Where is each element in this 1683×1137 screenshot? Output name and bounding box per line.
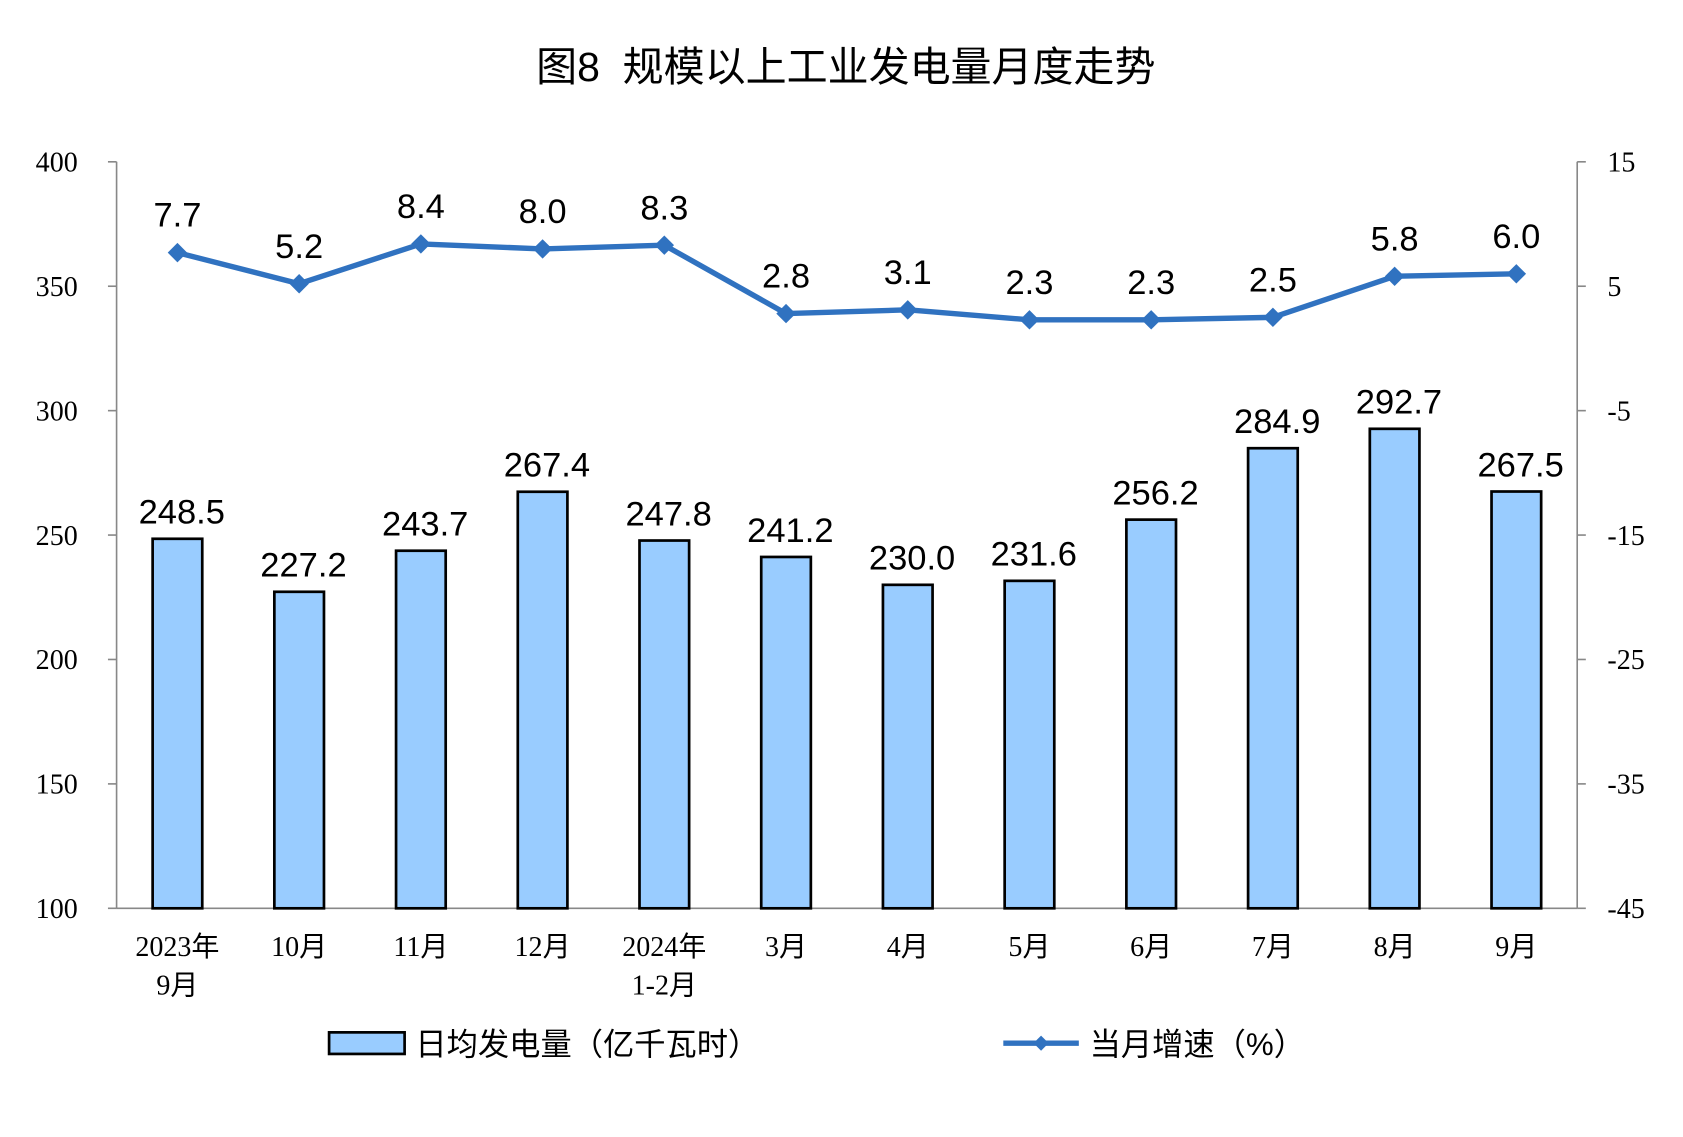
growth-marker [776,303,796,324]
growth-line [167,234,1527,330]
bar [273,590,326,910]
bar-value-label: 247.8 [625,495,711,533]
bar [1003,579,1056,910]
right-tick-label: -45 [1607,894,1644,925]
growth-value-label: 3.1 [884,254,932,292]
bar [638,539,691,910]
legend: 日均发电量（亿千瓦时） 当月增速（%） [327,1027,1305,1062]
bar-value-label: 231.6 [991,536,1077,574]
x-tick-label: 1-2月 [632,971,697,1002]
bar-value-label: 267.5 [1477,446,1563,484]
growth-value-label: 8.4 [397,188,445,226]
right-tick-label: -25 [1607,645,1644,676]
x-tick-label: 10月 [271,932,327,963]
legend-line-label: 当月增速（%） [1090,1027,1305,1062]
legend-bar-swatch [327,1031,406,1056]
x-tick-label: 12月 [515,932,571,963]
left-tick-label: 350 [36,272,78,303]
bar [759,555,813,910]
bar-value-label: 267.4 [504,447,590,485]
x-tick-label: 7月 [1252,932,1294,963]
bar [151,537,204,910]
bar [1368,427,1421,910]
right-tick-label: -5 [1607,396,1630,427]
growth-polyline [176,241,1517,323]
growth-value-label: 2.3 [1005,264,1053,302]
x-tick-label: 9月 [156,971,198,1002]
growth-marker [898,300,918,320]
bar-value-label: 241.2 [747,512,833,550]
bar [881,583,934,910]
growth-marker [1384,266,1405,286]
legend-bar-label: 日均发电量（亿千瓦时） [415,1027,759,1062]
growth-value-label: 6.0 [1492,218,1540,256]
x-tick-label: 3月 [765,932,807,963]
left-tick-label: 100 [36,894,78,925]
x-tick-label: 6月 [1130,932,1172,963]
x-tick-label: 4月 [887,932,929,963]
bar-value-label: 243.7 [382,506,468,544]
growth-marker [1263,307,1283,328]
growth-marker [1019,310,1040,330]
growth-marker [1141,310,1161,330]
growth-marker [411,234,431,254]
left-tick-label: 400 [36,148,78,179]
right-tick-label: 15 [1607,148,1635,179]
bar-value-label: 227.2 [260,547,346,585]
left-tick-label: 250 [36,521,78,552]
growth-value-label: 2.5 [1249,261,1297,299]
right-tick-label: -15 [1607,521,1644,552]
growth-value-label: 5.2 [275,228,323,266]
growth-value-label: 8.0 [519,193,567,231]
bar-value-label: 230.0 [869,540,955,578]
legend-diamond-icon [1033,1035,1049,1051]
growth-marker [532,239,553,259]
growth-value-label: 8.3 [640,189,688,227]
x-tick-label: 9月 [1495,932,1537,963]
right-tick-label: 5 [1607,272,1621,303]
left-tick-label: 200 [36,645,78,676]
bar-value-label: 248.5 [139,494,225,532]
bar-value-label: 284.9 [1234,403,1320,441]
bar-value-label: 292.7 [1356,384,1442,422]
bar-value-label: 256.2 [1112,475,1198,513]
data-labels: 248.5 227.2 243.7 267.4 247.8 241.2 230.0 231.6… [139,188,1564,585]
bar [394,549,448,910]
x-tick-label: 2023年 [135,931,219,963]
growth-value-label: 2.3 [1127,264,1175,302]
x-tick-label: 8月 [1374,932,1416,963]
bar [1490,490,1543,910]
right-tick-label: -35 [1607,770,1644,801]
chart-title: 图8 规模以上工业发电量月度走势 [536,44,1155,90]
x-tick-label: 11月 [393,932,448,963]
left-tick-label: 150 [36,770,78,801]
x-tick-label: 5月 [1008,932,1050,963]
bar [1125,518,1178,910]
bar [1246,446,1300,910]
left-tick-label: 300 [36,396,78,427]
x-tick-label: 2024年 [622,931,706,963]
growth-marker [167,242,188,263]
growth-marker [1506,264,1527,284]
growth-marker [289,274,309,294]
bar [516,490,569,910]
axes: 100 150 200 250 300 350 400 -45 -35 -25 -15 -5 5 15 20… [36,148,1645,1002]
growth-value-label: 7.7 [153,197,201,235]
growth-value-label: 2.8 [762,258,810,296]
bars [151,427,1543,910]
growth-value-label: 5.8 [1371,220,1419,258]
